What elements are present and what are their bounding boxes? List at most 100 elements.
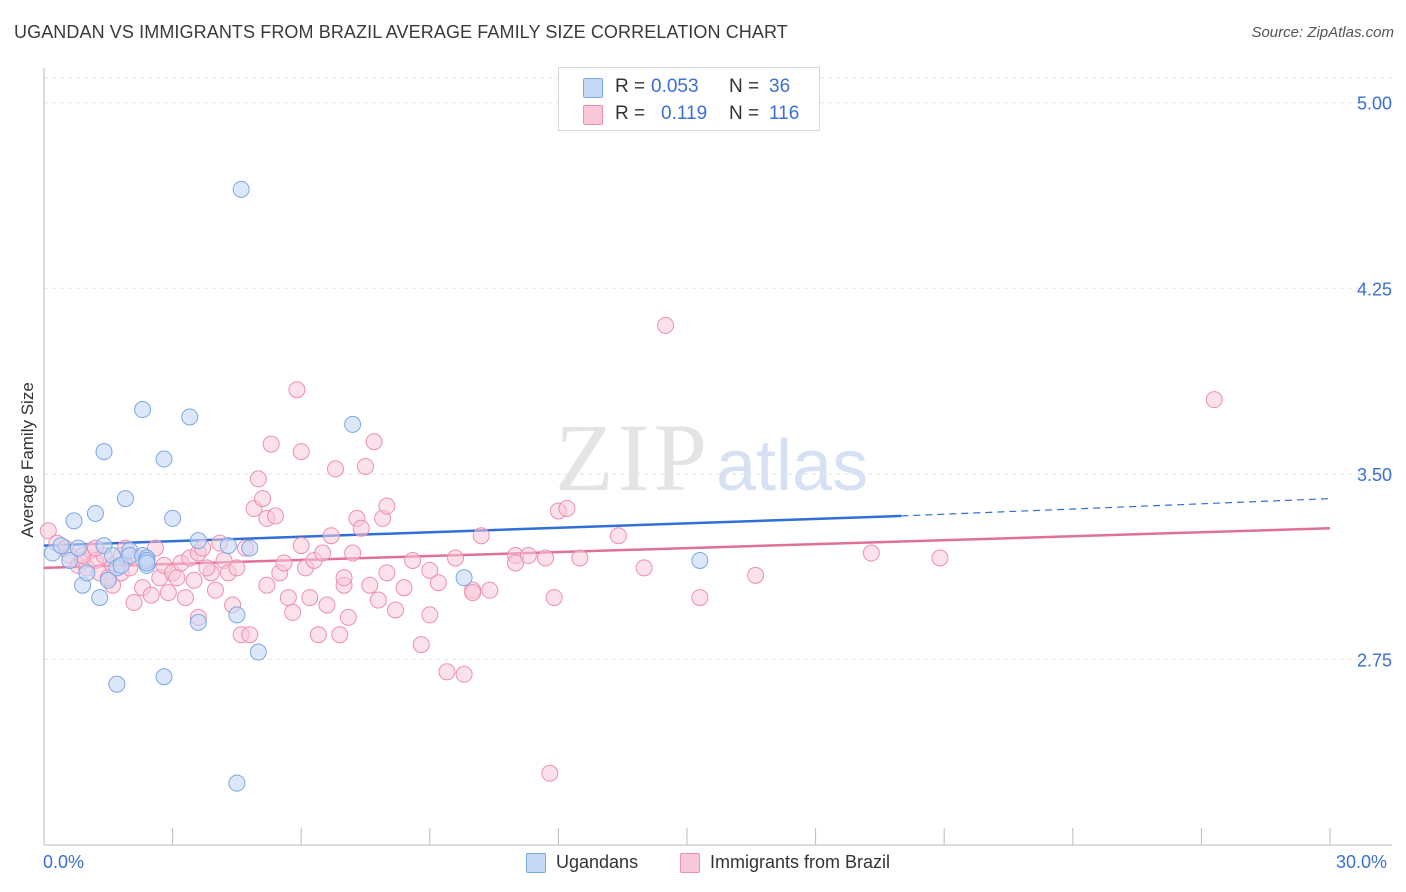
legend-r-label: R =	[615, 103, 646, 124]
point-brazil	[185, 571, 203, 589]
point-brazil	[1205, 391, 1223, 409]
y-tick-labels: 5.00 4.25 3.50 2.75	[1357, 94, 1392, 671]
point-brazil	[438, 663, 456, 681]
source-label: Source: ZipAtlas.com	[1251, 24, 1394, 41]
point-brazil	[292, 537, 310, 555]
point-brazil	[365, 433, 383, 451]
point-brazil	[284, 603, 302, 621]
chart-title: UGANDAN VS IMMIGRANTS FROM BRAZIL AVERAG…	[14, 22, 788, 42]
point-brazil	[455, 665, 473, 683]
watermark-atlas: atlas	[716, 426, 868, 506]
data-points	[39, 180, 1223, 792]
point-brazil	[361, 576, 379, 594]
point-brazil	[369, 591, 387, 609]
point-brazil	[275, 554, 293, 572]
point-brazil	[421, 561, 439, 579]
legend-swatch-brazil	[583, 105, 603, 125]
point-brazil	[464, 584, 482, 602]
point-brazil	[254, 490, 272, 508]
trend-brazil	[43, 527, 1331, 570]
point-brazil	[404, 551, 422, 569]
trend-ugandans-extension	[901, 498, 1331, 517]
point-brazil	[322, 527, 340, 545]
bottom-legend-label: Ugandans	[556, 852, 639, 872]
point-brazil	[258, 576, 276, 594]
point-brazil	[657, 316, 675, 334]
trend-lines	[43, 498, 1331, 570]
legend-swatch-ugandans	[583, 78, 603, 98]
point-brazil	[301, 589, 319, 607]
point-ugandans	[241, 539, 259, 557]
point-ugandans	[99, 571, 117, 589]
point-brazil	[412, 636, 430, 654]
x-tick-min: 0.0%	[43, 852, 85, 872]
y-tick-label: 4.25	[1357, 279, 1392, 299]
point-brazil	[472, 527, 490, 545]
point-brazil	[339, 608, 357, 626]
bottom-legend-swatch-brazil	[680, 853, 700, 873]
point-brazil	[481, 581, 499, 599]
point-ugandans	[344, 415, 362, 433]
point-brazil	[931, 549, 949, 567]
point-ugandans	[228, 774, 246, 792]
point-ugandans	[189, 532, 207, 550]
axes	[43, 68, 1392, 846]
point-brazil	[314, 544, 332, 562]
point-ugandans	[134, 401, 152, 419]
legend-r-value: 0.053	[651, 76, 699, 97]
point-brazil	[335, 569, 353, 587]
point-ugandans	[78, 564, 96, 582]
point-ugandans	[228, 606, 246, 624]
point-brazil	[691, 589, 709, 607]
point-brazil	[168, 569, 186, 587]
point-brazil	[635, 559, 653, 577]
point-brazil	[519, 547, 537, 565]
point-ugandans	[86, 504, 104, 522]
point-brazil	[228, 559, 246, 577]
point-brazil	[421, 606, 439, 624]
watermark-zip: ZIP	[555, 404, 711, 511]
bottom-legend-swatch-ugandans	[526, 853, 546, 873]
point-ugandans	[219, 537, 237, 555]
point-brazil	[241, 626, 259, 644]
point-brazil	[507, 554, 525, 572]
point-brazil	[447, 549, 465, 567]
point-brazil	[352, 519, 370, 537]
x-tick-max: 30.0%	[1336, 852, 1388, 872]
point-ugandans	[455, 569, 473, 587]
point-ugandans	[232, 180, 250, 198]
point-brazil	[558, 500, 576, 518]
point-brazil	[266, 507, 284, 525]
point-brazil	[545, 589, 563, 607]
point-ugandans	[249, 643, 267, 661]
y-tick-label: 2.75	[1357, 650, 1392, 670]
point-ugandans	[189, 613, 207, 631]
point-brazil	[862, 544, 880, 562]
point-brazil	[609, 527, 627, 545]
y-tick-label: 3.50	[1357, 465, 1392, 485]
point-ugandans	[91, 589, 109, 607]
point-ugandans	[138, 554, 156, 572]
point-ugandans	[65, 512, 83, 530]
legend-r-label: R =	[615, 76, 646, 97]
point-brazil	[292, 443, 310, 461]
point-ugandans	[108, 675, 126, 693]
point-brazil	[747, 566, 765, 584]
point-brazil	[288, 381, 306, 399]
point-brazil	[309, 626, 327, 644]
point-brazil	[395, 579, 413, 597]
point-brazil	[537, 549, 555, 567]
point-brazil	[387, 601, 405, 619]
point-brazil	[279, 589, 297, 607]
point-brazil	[262, 435, 280, 453]
point-brazil	[206, 581, 224, 599]
point-ugandans	[116, 490, 134, 508]
y-axis-label: Average Family Size	[18, 382, 37, 538]
point-brazil	[249, 470, 267, 488]
point-ugandans	[155, 668, 173, 686]
point-brazil	[541, 764, 559, 782]
point-ugandans	[52, 537, 70, 555]
point-brazil	[142, 586, 160, 604]
point-brazil	[331, 626, 349, 644]
